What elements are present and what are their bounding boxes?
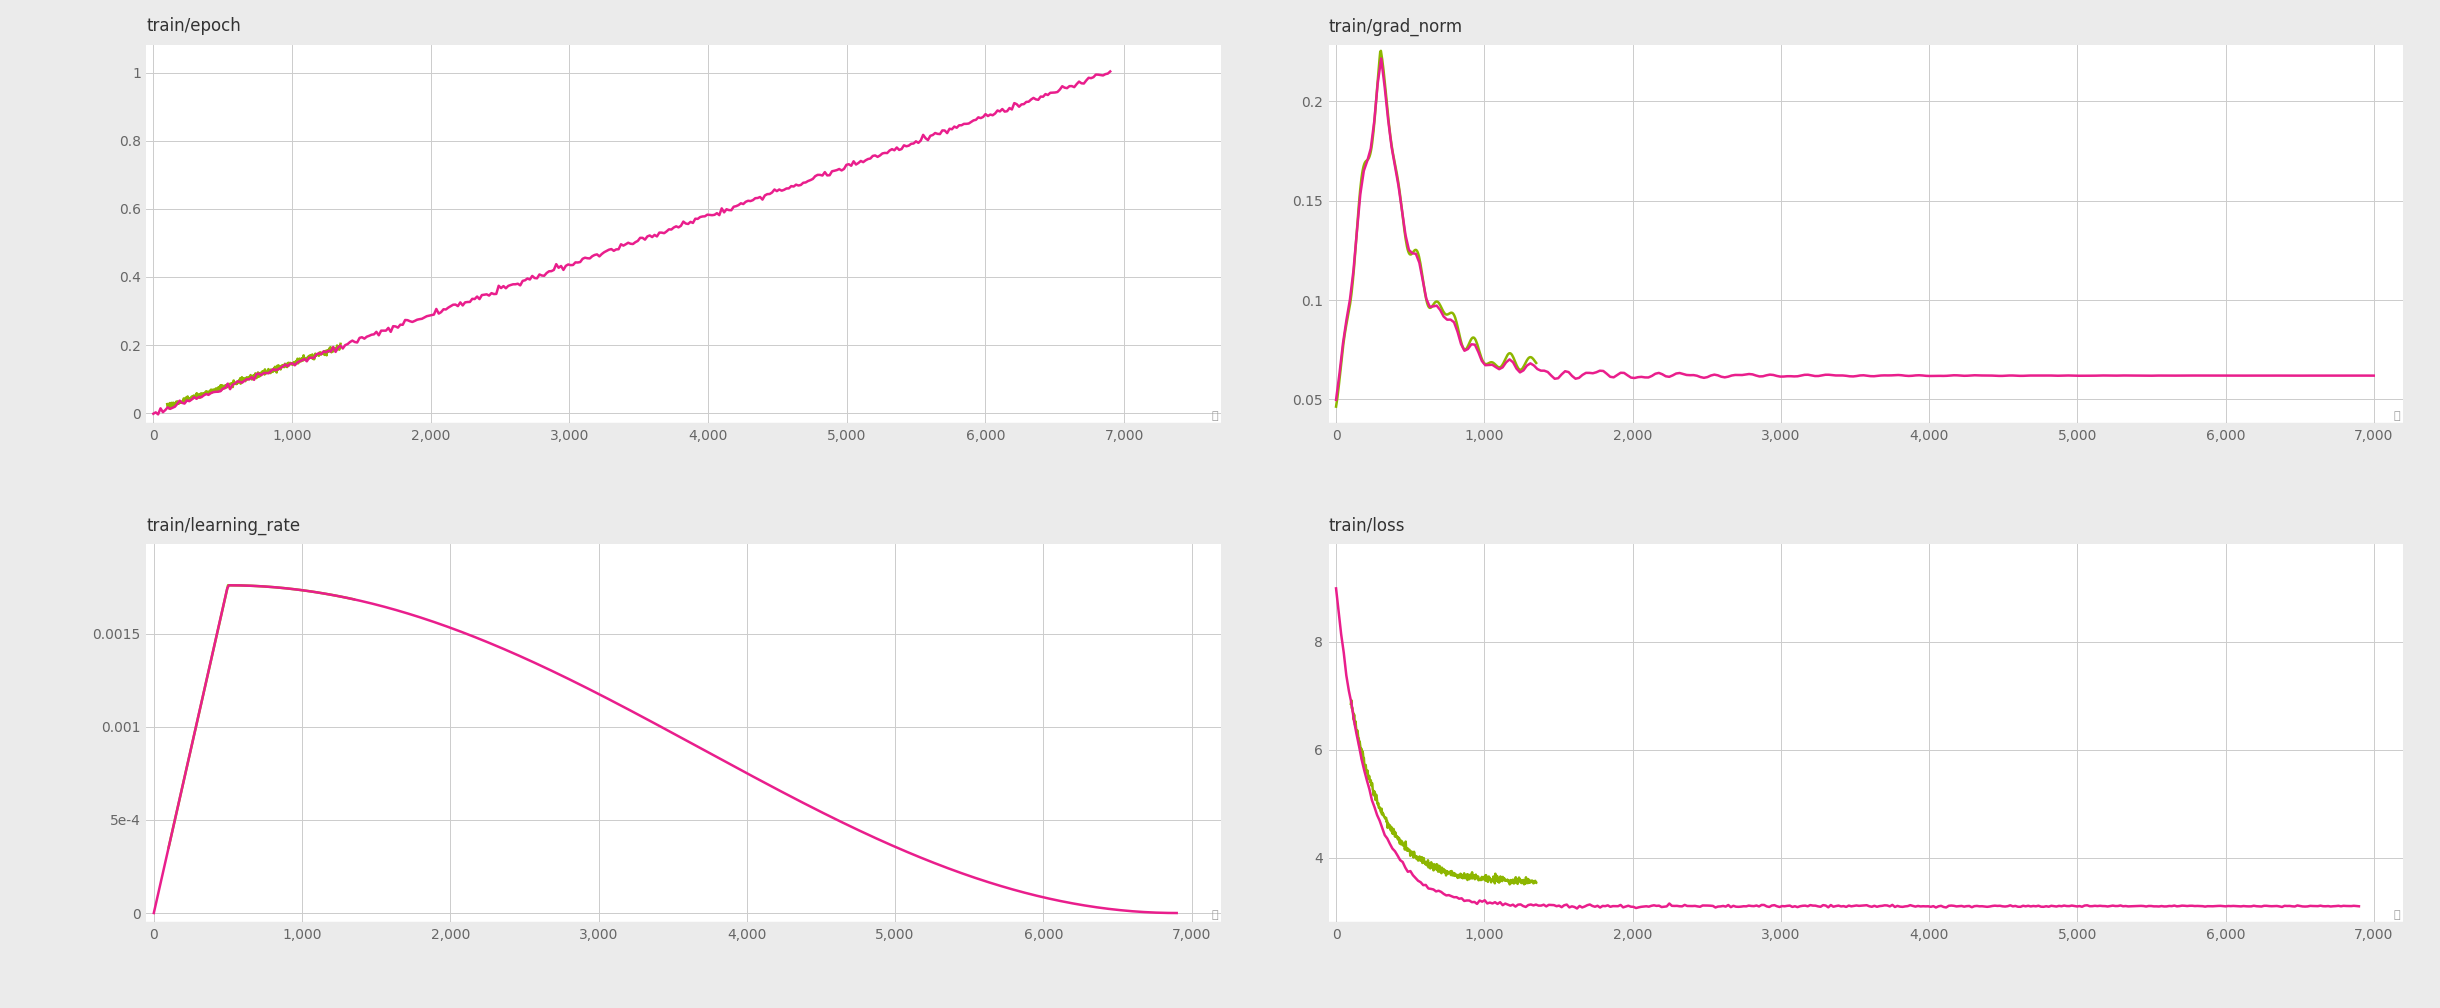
Text: ⟋: ⟋	[2394, 909, 2401, 919]
Text: train/learning_rate: train/learning_rate	[146, 516, 300, 534]
Text: ⟋: ⟋	[2394, 410, 2401, 420]
Text: ⟋: ⟋	[1213, 410, 1218, 420]
Text: ⟋: ⟋	[1213, 909, 1218, 919]
Text: train/loss: train/loss	[1330, 516, 1405, 534]
Text: train/grad_norm: train/grad_norm	[1330, 17, 1462, 35]
Text: train/epoch: train/epoch	[146, 17, 242, 35]
